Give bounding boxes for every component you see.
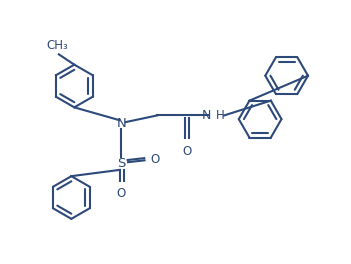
Text: CH₃: CH₃ bbox=[46, 39, 68, 52]
Text: O: O bbox=[117, 187, 126, 200]
Text: O: O bbox=[151, 153, 160, 166]
Text: S: S bbox=[117, 157, 126, 170]
Text: H: H bbox=[216, 109, 225, 122]
Text: N: N bbox=[202, 109, 212, 122]
Text: N: N bbox=[117, 117, 126, 130]
Text: O: O bbox=[182, 144, 191, 158]
